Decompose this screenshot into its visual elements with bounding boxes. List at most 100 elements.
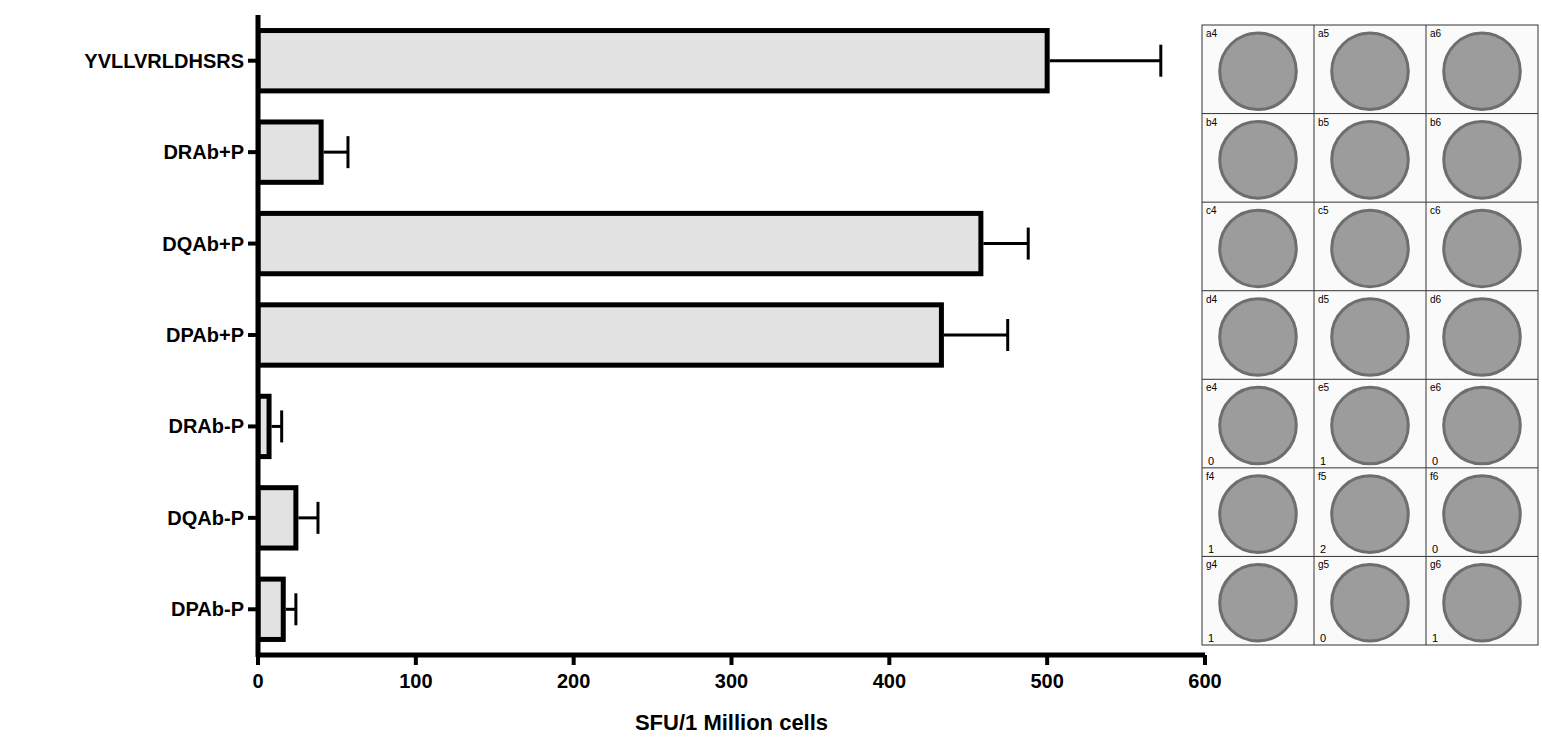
well [1444,122,1521,199]
x-tick [572,655,576,665]
x-tick-label: 400 [873,670,906,692]
well [1444,33,1521,110]
x-tick-label: 0 [252,670,263,692]
x-tick [730,655,734,665]
error-bar [983,228,1028,260]
error-cap [346,136,349,168]
category-label: DRAb-P [168,415,244,437]
x-tick-label: 100 [399,670,432,692]
error-line [1050,59,1161,62]
y-tick [248,333,258,337]
well-grid [1202,113,1538,114]
well [1332,299,1409,376]
well-grid [1202,379,1538,380]
well-label: b4 [1206,117,1218,128]
error-bar [286,593,296,625]
x-tick-label: 200 [557,670,590,692]
well [1332,210,1409,287]
error-bar [298,502,318,534]
category-label: YVLLVRLDHSRS [84,50,244,72]
well-grid [1202,556,1538,557]
category-label: DPAb+P [166,324,244,346]
error-line [272,425,282,428]
error-bar [1050,45,1161,77]
well-label: d4 [1206,294,1218,305]
well-count: 1 [1320,455,1326,467]
well [1220,476,1297,553]
well [1220,387,1297,464]
x-axis-title: SFU/1 Million cells [635,710,828,735]
well-panel: a4a5a6b4b5b6c4c5c6d4d5d6e40e51e60f41f52f… [1202,25,1538,645]
well [1220,33,1297,110]
well [1444,387,1521,464]
bar [258,488,296,548]
well-label: e5 [1318,382,1330,393]
well-grid [1202,202,1538,203]
y-tick [248,424,258,428]
well-label: c4 [1206,205,1217,216]
well-label: e4 [1206,382,1218,393]
category-label: DQAb-P [167,507,244,529]
well-grid [1314,25,1315,645]
category-label: DQAb+P [162,233,244,255]
well-label: b5 [1318,117,1330,128]
well-frame [1202,25,1538,645]
error-line [286,608,296,611]
well-label: g5 [1318,559,1330,570]
well-count: 0 [1432,455,1438,467]
error-bar [324,136,348,168]
bar [258,305,941,365]
y-tick [248,59,258,63]
bar [258,213,981,273]
error-line [298,516,318,519]
well-label: b6 [1430,117,1442,128]
error-line [324,151,348,154]
error-cap [280,410,283,442]
well-count: 1 [1208,632,1214,644]
well [1220,564,1297,641]
error-bar [272,410,282,442]
well-count: 0 [1432,543,1438,555]
well-label: c6 [1430,205,1441,216]
bar [258,122,321,182]
well-label: f5 [1318,471,1327,482]
well-grid [1202,290,1538,291]
x-tick [1045,655,1049,665]
well [1444,476,1521,553]
well-label: d5 [1318,294,1330,305]
error-line [983,242,1028,245]
well [1444,564,1521,641]
error-cap [1159,45,1162,77]
well [1444,210,1521,287]
x-tick-label: 300 [715,670,748,692]
well-count: 0 [1208,455,1214,467]
x-tick-label: 600 [1188,670,1221,692]
marks [258,31,1161,640]
well [1220,122,1297,199]
error-line [944,334,1008,337]
y-tick [248,607,258,611]
well-count: 1 [1208,543,1214,555]
well-count: 2 [1320,543,1326,555]
well-count: 0 [1320,632,1326,644]
bar [258,31,1047,91]
x-tick [1203,655,1207,665]
well-grid [1426,25,1427,645]
well [1220,210,1297,287]
category-label: DPAb-P [171,598,244,620]
well-count: 1 [1432,632,1438,644]
error-bar [944,319,1008,351]
y-tick [248,242,258,246]
error-cap [294,593,297,625]
well [1220,299,1297,376]
error-cap [1027,228,1030,260]
well [1332,476,1409,553]
well-label: f4 [1206,471,1215,482]
well-grid [1202,467,1538,468]
x-tick-label: 500 [1030,670,1063,692]
well-label: f6 [1430,471,1439,482]
well [1332,387,1409,464]
well-label: e6 [1430,382,1442,393]
error-cap [316,502,319,534]
well-label: g4 [1206,559,1218,570]
